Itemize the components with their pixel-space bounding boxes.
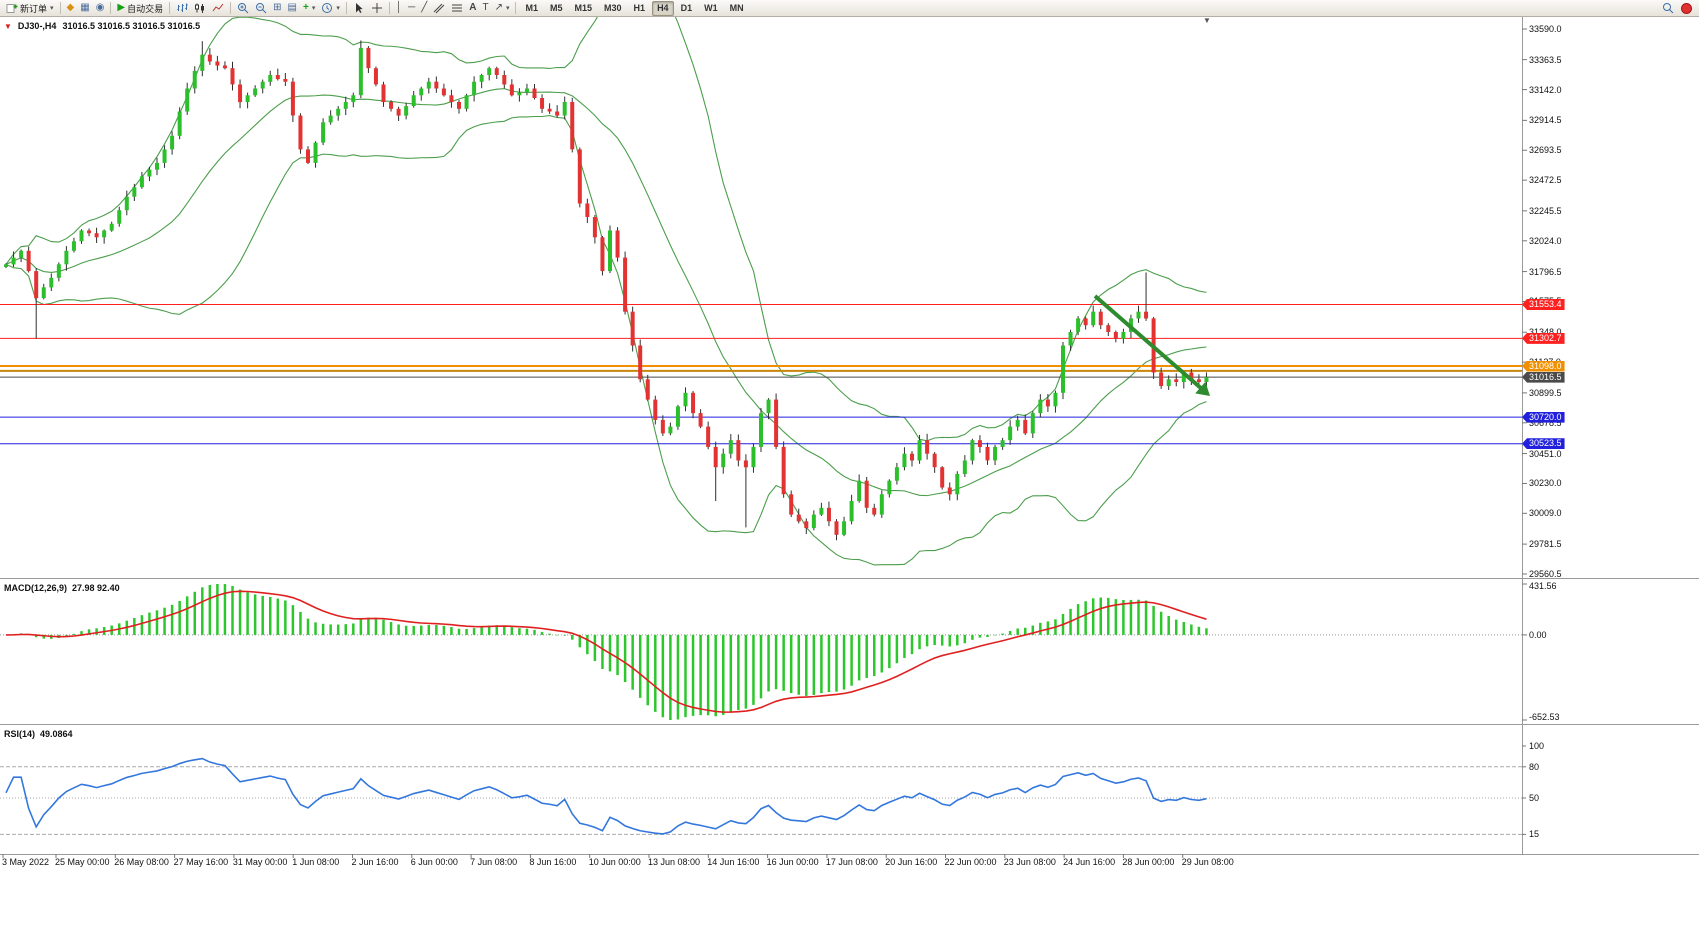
- market-watch-button[interactable]: ◆: [64, 0, 78, 16]
- zoom-in-icon: [238, 3, 249, 14]
- new-order-icon: [6, 4, 18, 13]
- timeframe-button-d1[interactable]: D1: [680, 2, 693, 13]
- templates-button[interactable]: ▤: [285, 0, 300, 16]
- chevron-down-icon: ▾: [336, 5, 340, 12]
- templates-icon: ▤: [287, 2, 297, 13]
- panel-divider[interactable]: [0, 723, 1522, 726]
- arrow-tools-button[interactable]: ↗ ▾: [492, 0, 513, 16]
- search-icon: [1663, 3, 1674, 14]
- play-icon: ▶: [117, 2, 126, 13]
- crosshair-button[interactable]: [368, 0, 386, 16]
- autotrading-button[interactable]: ▶ 自动交易: [114, 0, 166, 16]
- vertical-line-button[interactable]: │: [393, 0, 405, 16]
- timeframe-button-h4[interactable]: H4: [652, 0, 674, 16]
- zoom-out-button[interactable]: [252, 0, 270, 16]
- arrow-tool-icon: ↗: [494, 2, 503, 13]
- timeframe-button-m30[interactable]: M30: [604, 2, 622, 13]
- tile-windows-button[interactable]: ⊞: [270, 0, 284, 16]
- navigator-icon: ◉: [95, 2, 105, 13]
- toolbar-separator: [230, 2, 232, 14]
- zoom-out-icon: [256, 3, 267, 14]
- channel-icon: [433, 3, 445, 14]
- symbol-marker-icon: ▼: [4, 21, 12, 31]
- horizontal-line-icon: ─: [408, 2, 416, 13]
- zoom-in-button[interactable]: [234, 0, 252, 16]
- trendline-button[interactable]: ╱: [418, 0, 430, 16]
- timeframe-button-m15[interactable]: M15: [574, 2, 593, 13]
- timeframe-button-m1[interactable]: M1: [525, 2, 538, 13]
- horizontal-line-button[interactable]: ─: [405, 0, 418, 16]
- text-button[interactable]: A: [466, 0, 479, 16]
- chart-plot-area[interactable]: [0, 17, 1522, 578]
- rsi-name: RSI(14): [4, 729, 36, 739]
- ohlc-values: 31016.5 31016.5 31016.5 31016.5: [62, 21, 201, 31]
- candlestick-chart-button[interactable]: [191, 0, 209, 16]
- clock-icon: [322, 3, 333, 13]
- new-order-button[interactable]: 新订单 ▾: [3, 0, 57, 16]
- toolbar-separator: [59, 2, 61, 14]
- crosshair-icon: [371, 3, 382, 13]
- line-chart-button[interactable]: [209, 0, 227, 16]
- new-order-label: 新订单: [20, 3, 48, 14]
- candlestick-chart-icon: [195, 3, 205, 13]
- toolbar-separator: [388, 2, 390, 14]
- text-icon: A: [469, 2, 477, 13]
- main-toolbar: 新订单 ▾ ◆ ▦ ◉ ▶ 自动交易 ⊞ ▤ + ▾: [0, 0, 1699, 17]
- panel-divider[interactable]: [0, 577, 1522, 580]
- notification-badge[interactable]: [1681, 2, 1692, 14]
- channel-button[interactable]: [430, 0, 448, 16]
- fibonacci-button[interactable]: [448, 0, 466, 16]
- timeframe-button-m5[interactable]: M5: [550, 2, 563, 13]
- time-scale[interactable]: [0, 855, 1699, 869]
- periods-button[interactable]: ▾: [318, 0, 343, 16]
- text-label-button[interactable]: T: [479, 0, 491, 16]
- line-chart-icon: [212, 3, 224, 12]
- chevron-down-icon: ▾: [311, 5, 316, 12]
- timeframe-button-h1[interactable]: H1: [633, 2, 646, 13]
- autotrading-label: 自动交易: [127, 3, 164, 14]
- macd-values: 27.98 92.40: [72, 583, 120, 593]
- search-button[interactable]: [1659, 0, 1677, 16]
- indicators-button[interactable]: + ▾: [300, 0, 318, 16]
- rsi-panel[interactable]: [0, 725, 1522, 854]
- trendline-icon: ╱: [421, 2, 428, 13]
- data-window-button[interactable]: ▦: [77, 0, 92, 16]
- vertical-line-icon: │: [395, 2, 403, 13]
- tile-windows-icon: ⊞: [273, 2, 282, 13]
- macd-name: MACD(12,26,9): [4, 583, 68, 593]
- navigator-button[interactable]: ◉: [93, 0, 108, 16]
- text-label-icon: T: [482, 2, 489, 13]
- bar-chart-button[interactable]: [173, 0, 191, 16]
- fibonacci-icon: [452, 4, 463, 12]
- cursor-icon: [355, 3, 363, 13]
- market-watch-icon: ◆: [66, 2, 75, 13]
- data-window-icon: ▦: [80, 2, 90, 13]
- chart-shift-marker-icon: ▼: [1203, 16, 1211, 25]
- toolbar-separator: [515, 2, 517, 14]
- toolbar-separator: [345, 2, 347, 14]
- timeframe-toolbar: M1 M5 M15 M30 H1 H4 D1 W1 MN: [519, 0, 749, 16]
- rsi-label: RSI(14) 49.0864: [4, 729, 73, 739]
- cursor-button[interactable]: [350, 0, 368, 16]
- bar-chart-icon: [177, 3, 188, 12]
- chevron-down-icon: ▾: [50, 5, 54, 12]
- macd-label: MACD(12,26,9) 27.98 92.40: [4, 583, 120, 593]
- chevron-down-icon: ▾: [505, 5, 510, 12]
- toolbar-separator: [169, 2, 171, 14]
- rsi-value: 49.0864: [40, 729, 73, 739]
- timeframe-button-mn[interactable]: MN: [729, 2, 744, 13]
- timeframe-button-w1[interactable]: W1: [704, 2, 718, 13]
- symbol-period-label: DJ30-,H4: [17, 21, 57, 31]
- indicators-plus-icon: +: [302, 2, 309, 13]
- macd-panel[interactable]: [0, 579, 1522, 724]
- chart-ohlc-label: ▼ DJ30-,H4 31016.5 31016.5 31016.5 31016…: [4, 21, 200, 31]
- toolbar-separator: [110, 2, 112, 14]
- price-scale[interactable]: [1522, 17, 1699, 854]
